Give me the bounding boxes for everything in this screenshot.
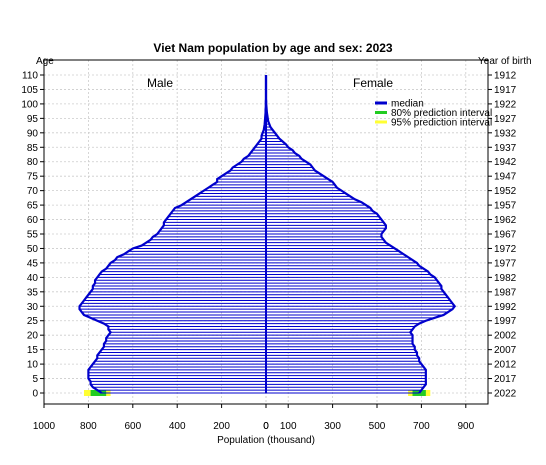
age-tick-label-5: 5 xyxy=(32,374,38,385)
birth-year-tick-label-1997: 1997 xyxy=(494,316,517,327)
age-tick-label-20: 20 xyxy=(27,331,39,342)
male-x-tick-label-1000: 1000 xyxy=(33,421,56,432)
birth-year-tick-label-1987: 1987 xyxy=(494,287,517,298)
birth-year-tick-label-1967: 1967 xyxy=(494,230,517,241)
age-tick-label-25: 25 xyxy=(27,316,39,327)
legend-label-2: 95% prediction interval xyxy=(391,118,492,129)
male-x-tick-label-200: 200 xyxy=(213,421,230,432)
age-tick-label-45: 45 xyxy=(27,258,39,269)
birth-year-tick-label-1972: 1972 xyxy=(494,244,517,255)
age-tick-label-90: 90 xyxy=(27,128,39,139)
age-tick-label-65: 65 xyxy=(27,201,39,212)
age-tick-label-60: 60 xyxy=(27,215,39,226)
female-x-tick-label-700: 700 xyxy=(413,421,430,432)
legend-label-0: median xyxy=(391,99,424,110)
birth-year-tick-label-1962: 1962 xyxy=(494,215,517,226)
birth-year-axis-title: Year of birth xyxy=(478,56,532,67)
birth-year-tick-label-1927: 1927 xyxy=(494,114,517,125)
birth-year-tick-label-1977: 1977 xyxy=(494,258,517,269)
birth-year-tick-label-1947: 1947 xyxy=(494,172,517,183)
female-x-tick-label-300: 300 xyxy=(324,421,341,432)
chart-title: Viet Nam population by age and sex: 2023 xyxy=(153,41,393,55)
female-panel-title: Female xyxy=(353,76,393,90)
age-tick-label-0: 0 xyxy=(32,389,38,400)
birth-year-tick-label-1992: 1992 xyxy=(494,302,517,313)
age-tick-label-110: 110 xyxy=(22,71,38,82)
bars-layer xyxy=(78,75,457,394)
birth-year-tick-label-1957: 1957 xyxy=(494,201,517,212)
age-tick-label-70: 70 xyxy=(27,186,39,197)
age-tick-label-105: 105 xyxy=(21,85,38,96)
male-outline xyxy=(78,75,268,394)
age-tick-label-100: 100 xyxy=(21,99,38,110)
age-tick-label-35: 35 xyxy=(27,287,39,298)
age-axis-title: Age xyxy=(36,56,54,67)
male-x-tick-label-600: 600 xyxy=(124,421,141,432)
birth-year-tick-label-1912: 1912 xyxy=(494,71,517,82)
female-x-tick-label-500: 500 xyxy=(369,421,386,432)
birth-year-tick-label-1932: 1932 xyxy=(494,128,517,139)
birth-year-tick-label-1917: 1917 xyxy=(494,85,517,96)
age-tick-label-15: 15 xyxy=(27,345,39,356)
birth-year-tick-label-1937: 1937 xyxy=(494,143,517,154)
female-x-tick-label-100: 100 xyxy=(280,421,297,432)
male-x-tick-label-0: 0 xyxy=(263,421,269,432)
birth-year-tick-label-2002: 2002 xyxy=(494,331,517,342)
age-tick-label-30: 30 xyxy=(27,302,39,313)
birth-year-tick-label-2017: 2017 xyxy=(494,374,517,385)
male-x-tick-label-800: 800 xyxy=(80,421,97,432)
birth-year-tick-label-1952: 1952 xyxy=(494,186,517,197)
birth-year-tick-label-2007: 2007 xyxy=(494,345,517,356)
age-tick-label-95: 95 xyxy=(27,114,39,125)
age-tick-label-55: 55 xyxy=(27,230,39,241)
age-tick-label-50: 50 xyxy=(27,244,39,255)
age-tick-label-85: 85 xyxy=(27,143,39,154)
birth-year-tick-label-1942: 1942 xyxy=(494,157,517,168)
male-pi80-age-0 xyxy=(90,390,107,396)
age-tick-label-80: 80 xyxy=(27,157,39,168)
male-panel-title: Male xyxy=(147,76,173,90)
birth-year-tick-label-2022: 2022 xyxy=(494,389,517,400)
legend-label-1: 80% prediction interval xyxy=(391,108,492,119)
birth-year-tick-label-1922: 1922 xyxy=(494,99,517,110)
x-axis-title: Population (thousand) xyxy=(217,435,315,446)
axes-layer: 0 5 10 15 20 25 30 35 40 45 50 55 60 65 70 75 80 85 90 95 10… xyxy=(21,59,517,432)
age-tick-label-40: 40 xyxy=(27,273,39,284)
male-x-tick-label-400: 400 xyxy=(169,421,186,432)
female-outline xyxy=(264,75,457,394)
birth-year-tick-label-1982: 1982 xyxy=(494,273,517,284)
age-tick-label-75: 75 xyxy=(27,172,39,183)
age-tick-label-10: 10 xyxy=(27,360,39,371)
female-x-tick-label-0: 0 xyxy=(263,421,269,432)
birth-year-tick-label-2012: 2012 xyxy=(494,360,517,371)
female-x-tick-label-900: 900 xyxy=(457,421,474,432)
